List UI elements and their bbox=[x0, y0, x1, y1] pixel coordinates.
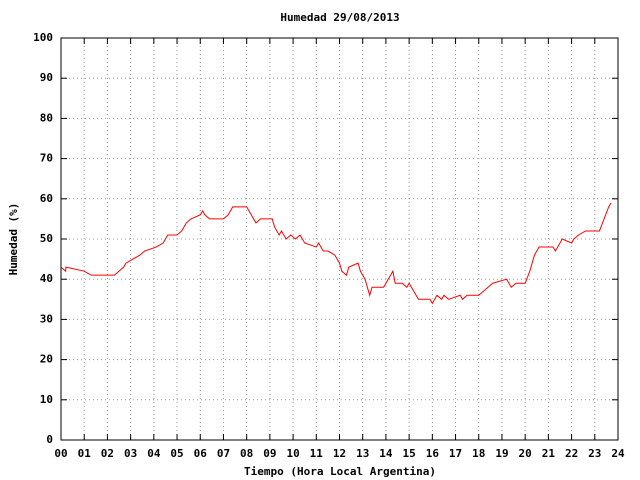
y-axis-label: Humedad (%) bbox=[7, 203, 20, 276]
x-tick-label: 07 bbox=[217, 447, 230, 460]
x-tick-label: 18 bbox=[472, 447, 485, 460]
x-tick-label: 04 bbox=[147, 447, 161, 460]
x-tick-label: 17 bbox=[449, 447, 462, 460]
y-tick-label: 70 bbox=[40, 152, 53, 165]
x-tick-label: 10 bbox=[286, 447, 299, 460]
x-tick-label: 09 bbox=[263, 447, 276, 460]
x-tick-label: 00 bbox=[54, 447, 67, 460]
x-tick-label: 23 bbox=[588, 447, 601, 460]
x-tick-label: 24 bbox=[611, 447, 625, 460]
x-tick-label: 03 bbox=[124, 447, 137, 460]
x-tick-label: 06 bbox=[194, 447, 208, 460]
y-tick-label: 60 bbox=[40, 192, 53, 205]
x-tick-label: 16 bbox=[426, 447, 440, 460]
y-tick-label: 30 bbox=[40, 312, 53, 325]
x-tick-label: 19 bbox=[495, 447, 508, 460]
y-tick-label: 0 bbox=[46, 433, 53, 446]
x-tick-label: 11 bbox=[310, 447, 324, 460]
x-tick-label: 22 bbox=[565, 447, 578, 460]
plot-border bbox=[60, 37, 619, 441]
y-tick-label: 10 bbox=[40, 393, 53, 406]
x-axis-label: Tiempo (Hora Local Argentina) bbox=[244, 465, 436, 478]
x-tick-label: 15 bbox=[403, 447, 416, 460]
y-tick-label: 50 bbox=[40, 232, 53, 245]
x-tick-label: 05 bbox=[170, 447, 183, 460]
x-tick-label: 20 bbox=[519, 447, 532, 460]
y-tick-label: 20 bbox=[40, 353, 53, 366]
x-tick-label: 14 bbox=[379, 447, 393, 460]
x-tick-label: 12 bbox=[333, 447, 346, 460]
y-tick-label: 80 bbox=[40, 111, 53, 124]
x-tick-label: 02 bbox=[101, 447, 114, 460]
y-tick-label: 90 bbox=[40, 71, 53, 84]
x-tick-label: 21 bbox=[542, 447, 556, 460]
x-tick-label: 08 bbox=[240, 447, 253, 460]
data-line bbox=[60, 202, 612, 305]
chart-title: Humedad 29/08/2013 bbox=[280, 11, 399, 24]
y-tick-label: 100 bbox=[33, 31, 53, 44]
x-tick-label: 01 bbox=[78, 447, 92, 460]
x-tick-label: 13 bbox=[356, 447, 369, 460]
y-tick-label: 40 bbox=[40, 272, 53, 285]
